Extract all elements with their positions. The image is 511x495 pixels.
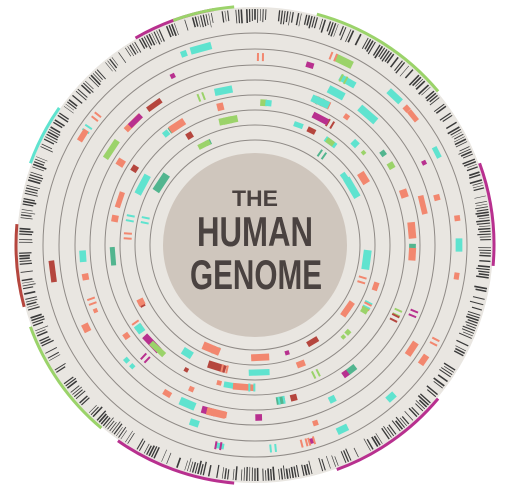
gene-mark [454, 272, 460, 280]
gene-mark [456, 244, 462, 250]
gene-mark [249, 369, 270, 376]
gene-mark [82, 273, 90, 281]
barcode-tick [273, 467, 274, 481]
barcode-tick [268, 468, 269, 480]
gene-mark [265, 100, 272, 107]
barcode-tick [479, 231, 490, 232]
gene-mark [407, 222, 416, 239]
gene-mark [454, 215, 460, 221]
barcode-tick [479, 261, 490, 262]
barcode-tick [479, 255, 490, 256]
gene-mark [255, 414, 262, 421]
barcode-tick [478, 266, 490, 267]
barcode-tick [19, 234, 32, 235]
gene-mark [111, 215, 119, 223]
barcode-tick [19, 258, 29, 259]
barcode-tick [478, 229, 490, 230]
title-line-3: GENOME [190, 251, 322, 298]
barcode-tick [477, 234, 490, 235]
barcode-tick [19, 231, 33, 232]
gene-mark [79, 250, 86, 262]
gene-mark [408, 248, 416, 261]
barcode-tick [20, 229, 31, 230]
barcode-tick [271, 469, 272, 480]
gene-mark [251, 354, 269, 362]
title-line-2: HUMAN [197, 208, 313, 255]
barcode-tick [241, 9, 242, 23]
